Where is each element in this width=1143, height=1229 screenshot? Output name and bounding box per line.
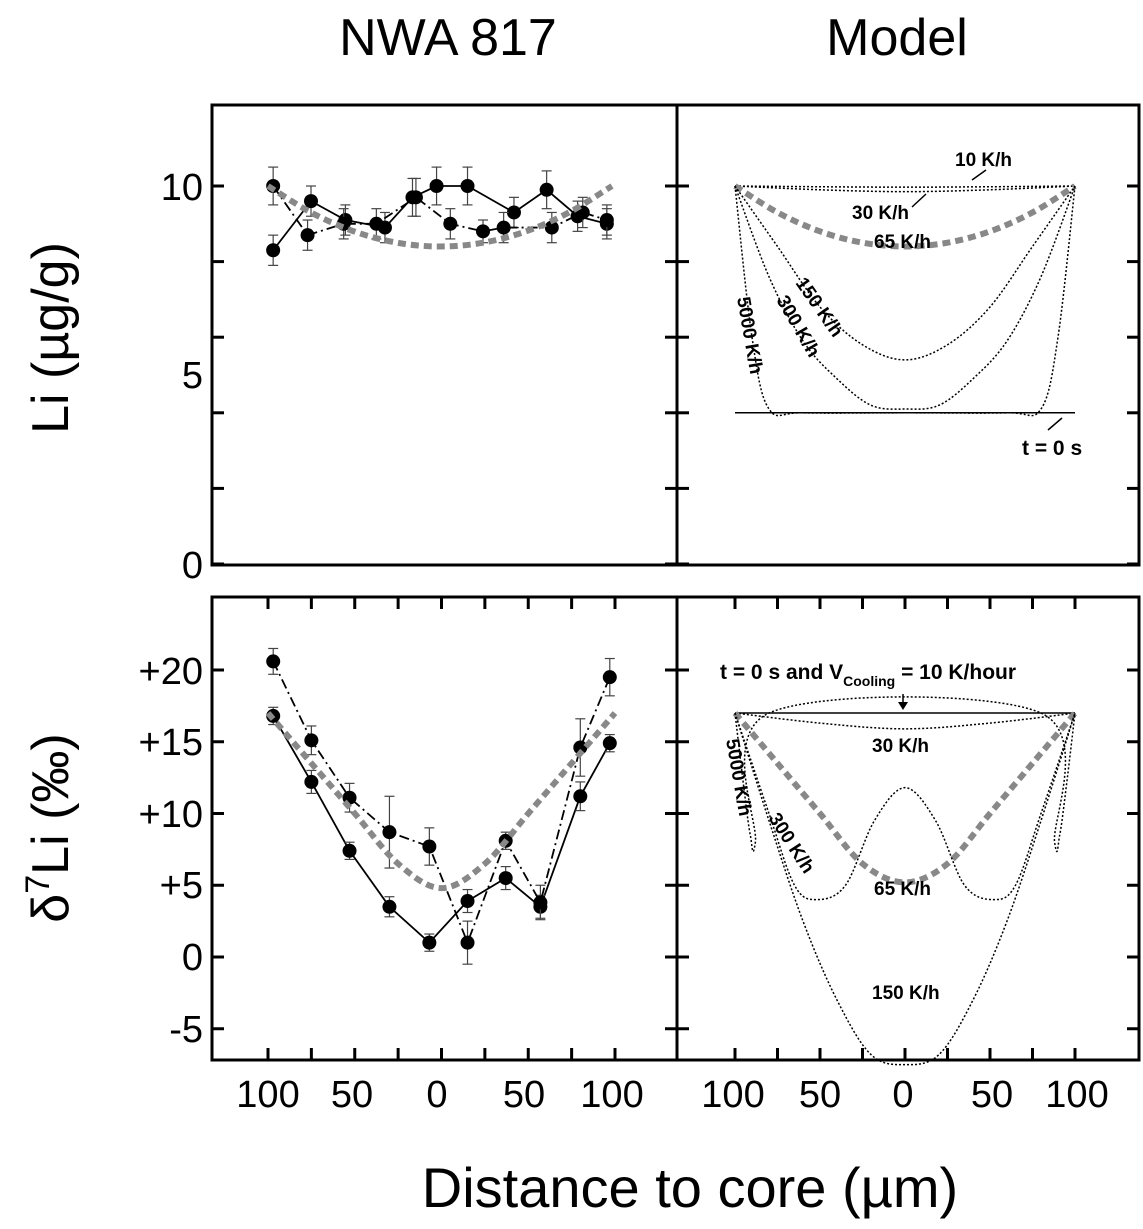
series-0-0-point [460,179,475,193]
x-axis-label: Distance to core (µm) [422,1156,958,1219]
series-1-3-model-curve [733,183,1077,250]
arrow-10kh [971,169,987,181]
x-tick-label-left-50: 50 [331,1074,373,1116]
label-5000kh-top: 5000 K/h [732,295,766,376]
series-2-0-point [602,736,617,751]
label-300kh-bottom: 300 K/h [764,809,818,877]
series-0-1-point [544,220,559,235]
y-tick-label-bottom-m5: -5 [169,1009,203,1051]
label-30kh-top: 30 K/h [852,203,909,224]
series-0-0-point [304,194,318,209]
arrow-head-t0-bottom [898,702,908,710]
label-65kh-top: 65 K/h [874,232,931,253]
series-2-0-point [342,843,357,858]
series-2-1-point [460,935,475,950]
series-1-6-dotted-curve [734,185,1076,417]
y-tick-label-top-10: 10 [161,167,203,209]
y-tick-label-bottom-10: +10 [139,794,203,836]
x-tick-label-left-0: 0 [426,1074,447,1116]
series-2-0-point [573,789,588,804]
series-2-0-point [304,774,319,789]
chart-marks [212,166,1139,1066]
series-0-0-point [429,179,444,193]
series-2-0-line [272,715,611,944]
series-3-5-dotted-curve [734,696,1076,853]
series-1-5-dotted-curve [734,185,1076,410]
y-tick-label-top-5: 5 [182,355,203,397]
series-0-1-point [369,216,384,231]
label-t0-bottom-sub: Cooling [843,673,895,689]
series-0-1-point [599,213,614,228]
label-t0-bottom-pre: t = 0 s and V [720,661,843,684]
label-10kh-top: 10 K/h [955,150,1012,171]
y-axis-label-d7li-sup: 7 [19,875,57,894]
label-5000kh-bottom: 5000 K/h [721,737,755,818]
series-2-1-point [382,825,397,840]
series-0-1-point [476,224,490,239]
series-0-0-point [266,243,281,258]
y-axis-label-d7li: δ7Li (‰) [19,733,80,922]
panel-frame-nwa817-d7li [210,595,679,1062]
label-150kh-bottom: 150 K/h [872,983,940,1004]
label-30kh-bottom: 30 K/h [872,736,929,757]
series-0-1-point [496,220,511,235]
series-2-0-point [498,871,513,886]
y-axis-label-d7li-delta: δ [22,894,80,923]
series-2-1-line [272,660,611,946]
series-2-1-point [422,839,437,854]
label-t0-bottom: t = 0 s and VCooling = 10 K/hour [720,661,1016,689]
x-tick-label-right-50b: 50 [971,1074,1013,1116]
y-tick-label-bottom-15: +15 [139,722,203,764]
x-tick-label-right-100: 100 [701,1074,764,1116]
series-2-1-point [573,740,588,755]
series-3-3-dotted-curve [734,712,1076,1066]
col-title-nwa817: NWA 817 [339,9,557,67]
x-tick-label-right-50: 50 [799,1074,841,1116]
arrow-30kh [911,193,927,208]
label-65kh-bottom: 65 K/h [874,879,931,900]
y-tick-label-bottom-20: +20 [139,651,203,693]
x-tick-label-left-100: 100 [236,1074,299,1116]
label-t0-top: t = 0 s [1022,437,1082,460]
label-t0-bottom-post: = 10 K/hour [895,661,1016,684]
y-tick-label-bottom-0: 0 [182,937,203,979]
series-0-1-point [300,228,315,243]
series-0-1-point [408,190,423,205]
y-axis-label-li: Li (µg/g) [22,242,80,434]
series-2-1-point [533,895,548,910]
arrow-t0 [1047,417,1063,431]
x-tick-label-right-100b: 100 [1045,1074,1108,1116]
series-3-4-dotted-curve [734,712,1076,901]
series-2-0-point [422,935,437,950]
panel-frame-model-li [675,103,1141,567]
x-tick-label-left-50b: 50 [503,1074,545,1116]
series-2-0-point [460,894,475,909]
series-2-1-point [304,733,319,748]
col-title-model: Model [826,9,968,67]
series-2-1-point [266,654,281,669]
x-tick-label-right-0: 0 [892,1074,913,1116]
x-tick-label-left-100b: 100 [580,1074,643,1116]
y-tick-label-bottom-5: +5 [160,865,203,907]
series-0-1-point [443,216,458,231]
series-2-1-point [602,670,617,685]
y-axis-label-d7li-rest: Li (‰) [22,733,80,875]
series-2-2-model-curve [265,711,618,892]
series-3-1-dotted-curve [734,712,1076,730]
y-tick-label-top-0: 0 [182,545,203,587]
series-0-0-point [539,182,554,197]
series-1-1-dotted-curve [734,185,1076,188]
panel-frame-model-d7li [675,595,1141,1062]
series-1-2-dotted-curve [734,185,1076,193]
series-0-0-point [506,205,521,220]
series-0-2-model-curve [266,183,614,250]
panel-frame-nwa817-li [210,103,679,567]
series-2-0-point [382,899,397,914]
series-3-2-model-curve [732,711,1078,886]
